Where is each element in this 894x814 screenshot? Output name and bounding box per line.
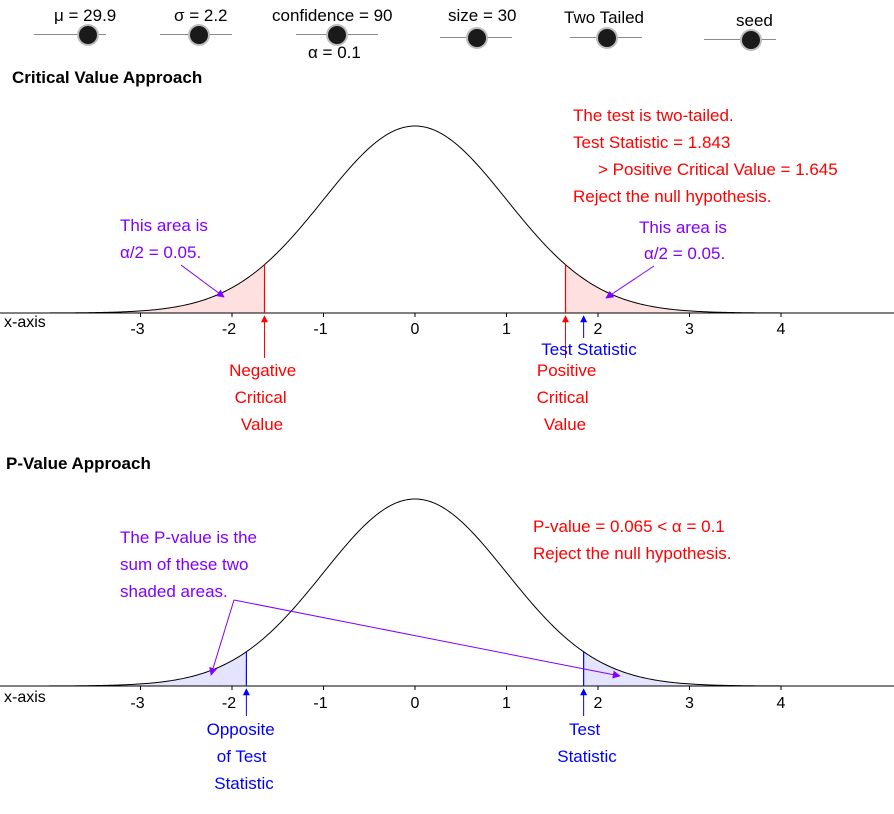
right-area-line-1: This area is xyxy=(639,218,727,237)
critical-section-title: Critical Value Approach xyxy=(12,68,203,87)
slider-sigma-knob[interactable] xyxy=(190,26,208,44)
slider-mu-knob[interactable] xyxy=(79,26,97,44)
slider-seed[interactable]: seed xyxy=(704,4,794,49)
left-area-pointer xyxy=(180,264,225,298)
opposite-stat-label: Opposite of Test Statistic xyxy=(207,720,280,793)
opposite-line-3: Statistic xyxy=(214,774,274,793)
x-tick-label: 1 xyxy=(502,695,511,712)
result-line-3: > Positive Critical Value = 1.645 xyxy=(598,160,838,179)
neg-crit-line-3: Value xyxy=(241,415,283,434)
test-statistic-label: Test Statistic xyxy=(541,340,637,359)
critical-left-tail-fill xyxy=(3,265,265,313)
positive-critical-label: Positive Critical Value xyxy=(537,361,601,434)
pvalue-result-line-1: P-value = 0.065 < α = 0.1 xyxy=(533,517,725,536)
pvalue-panel: -3 -2 -1 0 1 2 3 4 x-axis Opposite of Test Stat… xyxy=(0,498,894,793)
pos-crit-line-1: Positive xyxy=(537,361,597,380)
pvalue-x-axis-label: x-axis xyxy=(4,689,46,706)
pvalue-section-title: P-Value Approach xyxy=(6,454,151,473)
x-tick-label: 0 xyxy=(411,321,420,338)
x-tick-label: 2 xyxy=(594,321,603,338)
x-tick-label: 1 xyxy=(502,321,511,338)
pvalue-left-tail-fill xyxy=(3,652,247,686)
x-tick-label: -3 xyxy=(130,321,144,338)
pos-crit-line-2: Critical xyxy=(537,388,589,407)
x-tick-label: 3 xyxy=(685,321,694,338)
critical-x-axis-label: x-axis xyxy=(4,314,46,331)
critical-panel: -3 -2 -1 0 1 2 3 4 x-axis Negative Critical Val… xyxy=(0,106,894,434)
slider-mu[interactable]: μ = 29.9 xyxy=(34,4,124,44)
alpha-readout: α = 0.1 xyxy=(308,43,361,62)
x-tick-label: -1 xyxy=(313,321,327,338)
pvalue-result-line-2: Reject the null hypothesis. xyxy=(533,544,731,563)
neg-crit-line-1: Negative xyxy=(229,361,296,380)
pvalue-result-text: P-value = 0.065 < α = 0.1 Reject the nul… xyxy=(533,517,731,563)
critical-right-tail-fill xyxy=(565,264,891,313)
slider-tails-knob[interactable] xyxy=(598,29,616,47)
slider-confidence-label: confidence = 90 xyxy=(272,6,393,25)
explain-line-1: The P-value is the xyxy=(120,528,257,547)
stat-label: Test Statistic xyxy=(557,720,617,766)
slider-mu-track[interactable] xyxy=(34,34,106,35)
explain-pointer-right xyxy=(233,599,621,679)
explain-line-2: sum of these two xyxy=(120,555,249,574)
x-tick-label: 0 xyxy=(411,695,420,712)
explain-pointer-left xyxy=(209,599,235,676)
right-area-line-2: α/2 = 0.05. xyxy=(644,244,725,263)
right-area-pointer xyxy=(605,265,655,299)
negative-critical-label: Negative Critical Value xyxy=(229,361,301,434)
critical-result-text: The test is two-tailed. Test Statistic =… xyxy=(573,106,842,206)
x-tick-label: -3 xyxy=(130,695,144,712)
x-tick-label: 3 xyxy=(685,695,694,712)
x-tick-label: 4 xyxy=(777,695,786,712)
x-tick-label: 4 xyxy=(777,321,786,338)
slider-seed-track[interactable] xyxy=(704,39,776,40)
explain-line-3: shaded areas. xyxy=(120,582,228,601)
slider-confidence[interactable]: confidence = 90 α = 0.1 xyxy=(270,4,410,64)
slider-tails-label: Two Tailed xyxy=(564,8,645,27)
x-tick-label: -1 xyxy=(313,695,327,712)
left-area-note: This area is α/2 = 0.05. xyxy=(120,216,213,262)
left-area-line-2: α/2 = 0.05. xyxy=(120,243,201,262)
stat-line-2: Statistic xyxy=(557,747,617,766)
right-area-note: This area is α/2 = 0.05. xyxy=(639,218,732,263)
slider-confidence-knob[interactable] xyxy=(328,26,346,44)
opposite-line-2: of Test xyxy=(217,747,267,766)
pos-crit-line-3: Value xyxy=(544,415,586,434)
stat-line-1: Test xyxy=(569,720,600,739)
x-tick-label: -2 xyxy=(222,695,236,712)
x-tick-label: 2 xyxy=(594,695,603,712)
pvalue-right-tail-fill xyxy=(583,651,891,686)
x-tick-label: -2 xyxy=(222,321,236,338)
slider-size-label: size = 30 xyxy=(448,6,517,25)
critical-ticks: -3 -2 -1 0 1 2 3 4 xyxy=(130,313,786,338)
critical-density-curve xyxy=(3,125,891,314)
slider-size[interactable]: size = 30 xyxy=(440,4,530,47)
result-line-2: Test Statistic = 1.843 xyxy=(573,133,730,152)
slider-tails[interactable]: Two Tailed xyxy=(562,4,662,47)
slider-mu-label: μ = 29.9 xyxy=(54,6,117,25)
slider-sigma-label: σ = 2.2 xyxy=(174,6,228,25)
neg-crit-line-2: Critical xyxy=(235,388,287,407)
left-area-line-1: This area is xyxy=(120,216,208,235)
slider-size-knob[interactable] xyxy=(468,29,486,47)
pvalue-explain-note: The P-value is the sum of these two shad… xyxy=(120,528,262,601)
slider-seed-knob[interactable] xyxy=(742,31,760,49)
slider-sigma[interactable]: σ = 2.2 xyxy=(160,4,250,44)
result-line-1: The test is two-tailed. xyxy=(573,106,734,125)
result-line-4: Reject the null hypothesis. xyxy=(573,187,771,206)
slider-seed-label: seed xyxy=(736,11,773,30)
pvalue-ticks: -3 -2 -1 0 1 2 3 4 xyxy=(130,686,786,712)
opposite-line-1: Opposite xyxy=(207,720,275,739)
pvalue-density-curve xyxy=(3,498,891,687)
